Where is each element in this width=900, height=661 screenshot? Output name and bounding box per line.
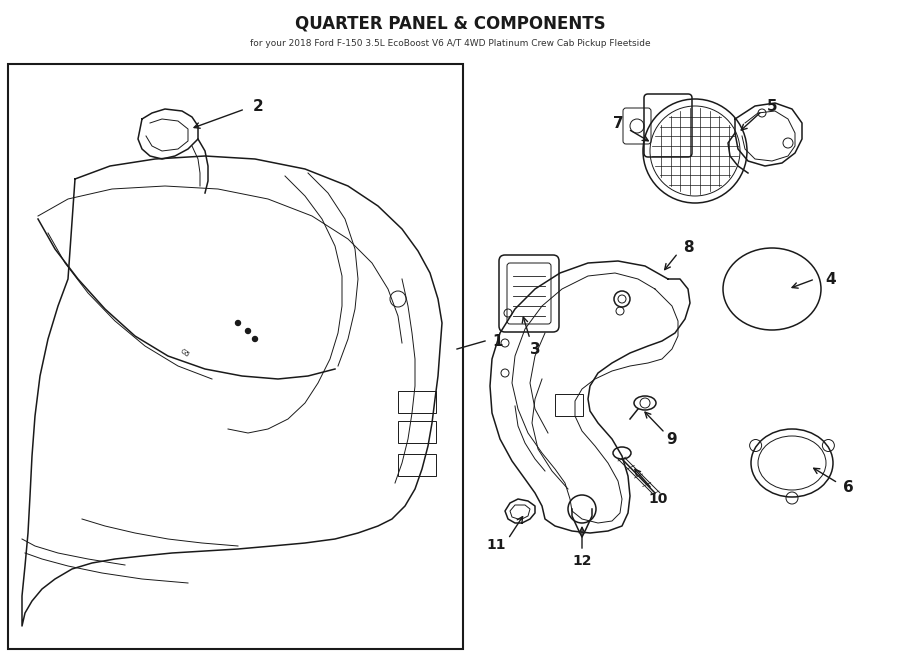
Circle shape bbox=[236, 321, 240, 325]
Circle shape bbox=[246, 329, 250, 334]
Text: 1: 1 bbox=[492, 334, 502, 348]
Text: 6: 6 bbox=[842, 479, 853, 494]
Bar bbox=[398, 454, 436, 476]
Text: 3: 3 bbox=[530, 342, 540, 356]
Text: 11: 11 bbox=[486, 538, 506, 552]
Bar bbox=[8, 64, 463, 649]
Text: 4: 4 bbox=[825, 272, 835, 286]
Text: 10: 10 bbox=[648, 492, 668, 506]
Text: 2: 2 bbox=[253, 98, 264, 114]
Text: for your 2018 Ford F-150 3.5L EcoBoost V6 A/T 4WD Platinum Crew Cab Pickup Fleet: for your 2018 Ford F-150 3.5L EcoBoost V… bbox=[249, 38, 651, 48]
Text: 5: 5 bbox=[767, 98, 778, 114]
Text: 8: 8 bbox=[683, 239, 693, 254]
Text: 7: 7 bbox=[613, 116, 624, 130]
Text: G5: G5 bbox=[179, 348, 191, 358]
Text: 12: 12 bbox=[572, 554, 592, 568]
Bar bbox=[398, 391, 436, 413]
Text: QUARTER PANEL & COMPONENTS: QUARTER PANEL & COMPONENTS bbox=[294, 14, 606, 32]
Circle shape bbox=[253, 336, 257, 342]
Bar bbox=[398, 421, 436, 443]
Text: 9: 9 bbox=[667, 432, 678, 446]
Bar bbox=[555, 394, 583, 416]
